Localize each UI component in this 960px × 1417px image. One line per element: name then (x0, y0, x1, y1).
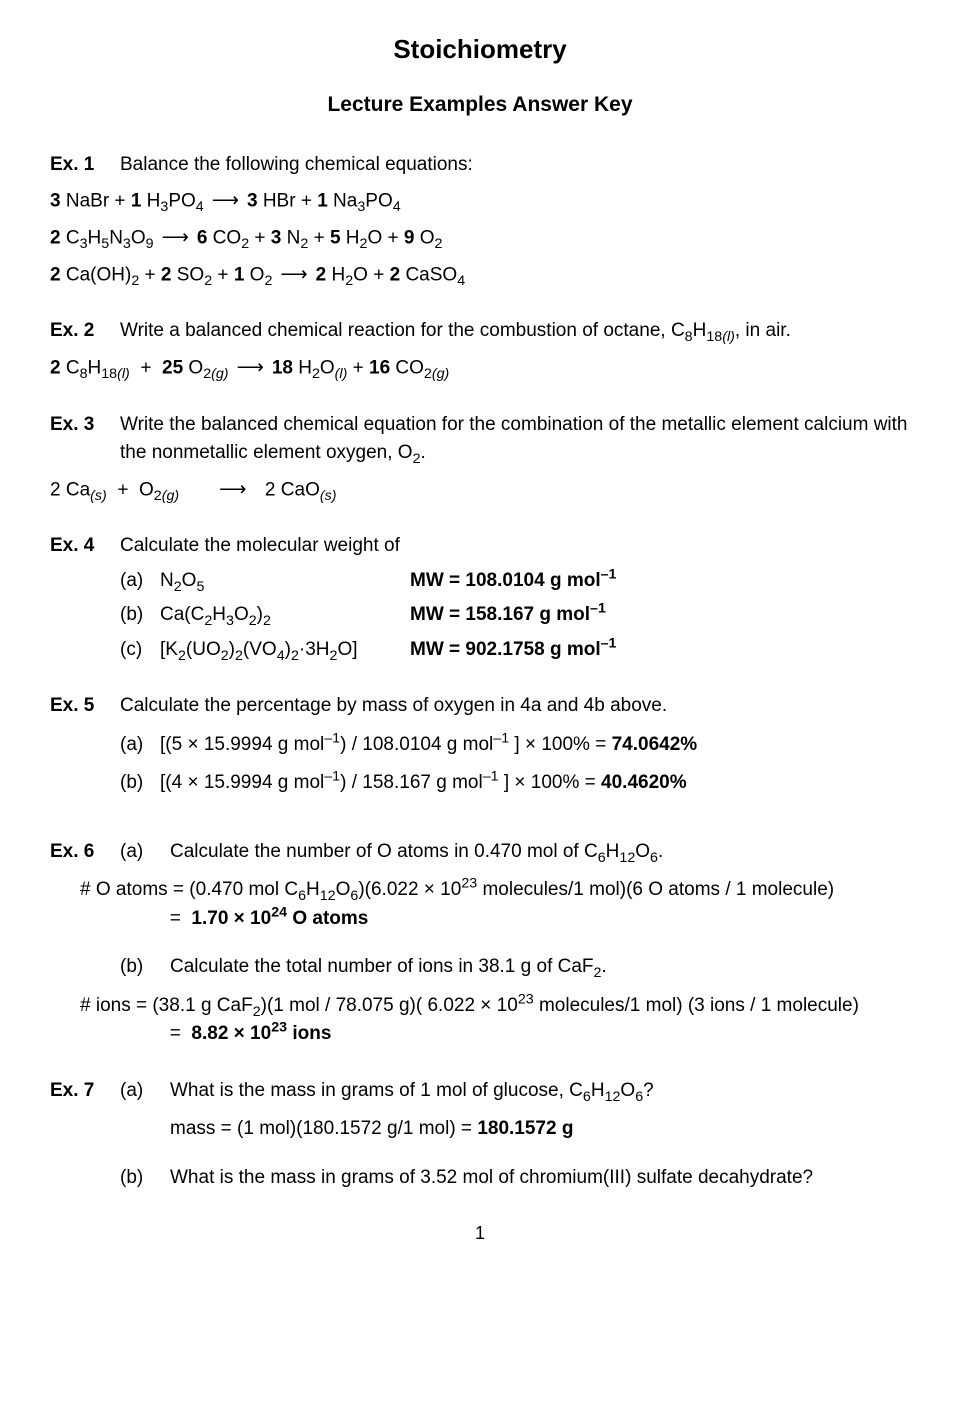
ex4c-mw: MW = 902.1758 g mol–1 (410, 636, 910, 665)
ex4b-formula: Ca(C2H3O2)2 (160, 601, 410, 630)
ex5-prompt: Calculate the percentage by mass of oxyg… (120, 692, 910, 721)
ex6a-calc: # O atoms = (0.470 mol C6H12O6)(6.022 × … (80, 876, 910, 933)
ex3-prompt: Write the balanced chemical equation for… (120, 411, 910, 468)
example-5: Ex. 5 Calculate the percentage by mass o… (50, 692, 910, 798)
ex5a-letter: (a) (120, 731, 160, 760)
ex4b-mw: MW = 158.167 g mol–1 (410, 601, 910, 630)
ex4c-formula: [K2(UO2)2(VO4)2·3H2O] (160, 636, 410, 665)
ex7a-letter: (a) (120, 1077, 170, 1106)
ex4a-mw: MW = 108.0104 g mol–1 (410, 567, 910, 596)
ex1-eq2: 2 C3H5N3O9⟶6 CO2 + 3 N2 + 5 H2O + 9 O2 (50, 224, 910, 253)
example-1: Ex. 1 Balance the following chemical equ… (50, 151, 910, 290)
ex7b-prompt: What is the mass in grams of 3.52 mol of… (170, 1164, 813, 1193)
doc-subtitle: Lecture Examples Answer Key (50, 89, 910, 121)
ex3-label: Ex. 3 (50, 411, 120, 440)
example-4: Ex. 4 Calculate the molecular weight of … (50, 532, 910, 664)
ex6-label: Ex. 6 (50, 838, 120, 867)
ex1-prompt: Balance the following chemical equations… (120, 151, 910, 180)
ex6b-calc: # ions = (38.1 g CaF2)(1 mol / 78.075 g)… (80, 992, 910, 1049)
ex4b-letter: (b) (120, 601, 160, 630)
ex4-label: Ex. 4 (50, 532, 120, 561)
doc-title: Stoichiometry (50, 30, 910, 69)
ex6a-prompt: Calculate the number of O atoms in 0.470… (170, 838, 663, 867)
page-number: 1 (50, 1220, 910, 1247)
ex7-label: Ex. 7 (50, 1077, 120, 1106)
ex3-eq: 2 Ca(s) + O2(g)⟶ 2 CaO(s) (50, 476, 910, 505)
ex1-eq3: 2 Ca(OH)2 + 2 SO2 + 1 O2⟶2 H2O + 2 CaSO4 (50, 261, 910, 290)
ex1-eq1: 3 NaBr + 1 H3PO4⟶3 HBr + 1 Na3PO4 (50, 187, 910, 216)
ex6b-letter: (b) (120, 953, 170, 982)
ex6b-prompt: Calculate the total number of ions in 38… (170, 953, 607, 982)
ex6a-letter: (a) (120, 838, 170, 867)
ex4a-letter: (a) (120, 567, 160, 596)
ex7a-prompt: What is the mass in grams of 1 mol of gl… (170, 1077, 654, 1106)
ex2-eq: 2 C8H18(l) + 25 O2(g)⟶18 H2O(l) + 16 CO2… (50, 354, 910, 383)
ex7b-letter: (b) (120, 1164, 170, 1193)
ex5-label: Ex. 5 (50, 692, 120, 721)
ex4a-formula: N2O5 (160, 567, 410, 596)
example-6: Ex. 6 (a) Calculate the number of O atom… (50, 838, 910, 1049)
example-7: Ex. 7 (a) What is the mass in grams of 1… (50, 1077, 910, 1193)
ex4-prompt: Calculate the molecular weight of (120, 532, 910, 561)
ex4c-letter: (c) (120, 636, 160, 665)
ex2-prompt: Write a balanced chemical reaction for t… (120, 317, 910, 346)
ex2-label: Ex. 2 (50, 317, 120, 346)
ex5b-letter: (b) (120, 769, 160, 798)
ex5a-calc: [(5 × 15.9994 g mol–1) / 108.0104 g mol–… (160, 731, 697, 760)
ex5b-calc: [(4 × 15.9994 g mol–1) / 158.167 g mol–1… (160, 769, 687, 798)
example-3: Ex. 3 Write the balanced chemical equati… (50, 411, 910, 505)
ex1-label: Ex. 1 (50, 151, 120, 180)
example-2: Ex. 2 Write a balanced chemical reaction… (50, 317, 910, 382)
ex7a-calc: mass = (1 mol)(180.1572 g/1 mol) = 180.1… (170, 1115, 910, 1144)
